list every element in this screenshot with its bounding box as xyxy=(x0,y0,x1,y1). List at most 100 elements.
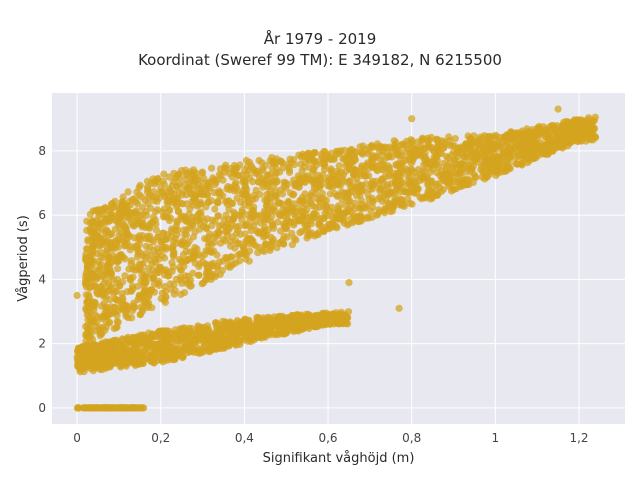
y-tick-label: 6 xyxy=(38,208,46,222)
data-point xyxy=(491,168,499,176)
data-point xyxy=(244,316,252,324)
data-point xyxy=(221,164,229,172)
data-point xyxy=(554,105,562,113)
data-point xyxy=(246,222,254,231)
data-point xyxy=(256,229,264,237)
data-point xyxy=(344,191,352,199)
data-point xyxy=(129,339,137,347)
data-point xyxy=(153,206,161,214)
data-point xyxy=(112,236,120,244)
data-point xyxy=(136,191,144,199)
data-point xyxy=(432,153,440,161)
data-point xyxy=(125,265,133,273)
data-point xyxy=(181,231,189,239)
data-point xyxy=(278,159,286,167)
data-point xyxy=(282,329,290,337)
data-point xyxy=(111,225,119,233)
data-point xyxy=(232,330,240,338)
data-point xyxy=(98,205,107,213)
data-point xyxy=(289,191,297,199)
data-point xyxy=(128,195,137,204)
data-point xyxy=(381,209,389,217)
data-point xyxy=(357,185,365,193)
data-point xyxy=(339,314,347,322)
data-point xyxy=(344,153,352,161)
data-point xyxy=(363,161,371,169)
data-point xyxy=(395,195,403,203)
data-point xyxy=(462,140,470,148)
data-point xyxy=(471,173,479,181)
data-point xyxy=(232,179,240,187)
data-point xyxy=(98,313,106,321)
data-point xyxy=(102,363,110,371)
data-point xyxy=(224,262,232,270)
data-point xyxy=(298,167,306,175)
x-tick-label: 1,2 xyxy=(569,431,588,445)
data-point xyxy=(170,169,178,177)
data-point xyxy=(580,131,588,139)
data-point xyxy=(300,324,309,332)
data-point xyxy=(159,358,167,366)
data-point xyxy=(395,304,403,312)
data-point xyxy=(222,211,230,219)
data-point xyxy=(169,199,177,207)
data-point xyxy=(284,160,292,168)
data-point xyxy=(390,144,398,152)
data-point xyxy=(561,130,569,138)
data-point xyxy=(373,162,381,171)
data-point xyxy=(118,335,126,343)
data-point xyxy=(247,161,255,170)
data-point xyxy=(432,135,441,143)
data-point xyxy=(228,253,236,261)
data-point xyxy=(102,307,110,315)
data-point xyxy=(268,177,276,185)
x-axis-ticks: 0 0,2 0,4 0,6 0,8 1 1,2 xyxy=(73,431,588,445)
data-point xyxy=(207,247,215,255)
data-point xyxy=(161,191,169,199)
data-point xyxy=(214,329,222,337)
data-point xyxy=(451,169,459,177)
data-point xyxy=(85,293,93,301)
data-point xyxy=(105,269,114,277)
data-point xyxy=(126,201,134,209)
data-point xyxy=(304,225,312,233)
data-point xyxy=(209,174,217,182)
data-point xyxy=(112,350,120,358)
data-point xyxy=(217,239,225,247)
data-point xyxy=(528,133,536,141)
data-point xyxy=(93,342,101,350)
data-point xyxy=(112,217,120,225)
data-point xyxy=(442,165,450,173)
data-point xyxy=(292,208,300,216)
data-point xyxy=(268,212,276,220)
data-point xyxy=(531,146,539,154)
data-point xyxy=(171,235,179,243)
data-point xyxy=(506,147,514,156)
data-point xyxy=(122,242,130,250)
data-point xyxy=(385,172,393,180)
data-point xyxy=(152,226,160,234)
data-point xyxy=(124,188,132,196)
data-point xyxy=(214,228,222,236)
data-point xyxy=(165,207,173,215)
data-point xyxy=(489,152,497,160)
data-point xyxy=(142,242,150,250)
data-point xyxy=(137,352,145,360)
data-point xyxy=(335,213,343,221)
data-point xyxy=(251,195,260,203)
data-point xyxy=(566,138,574,146)
data-point xyxy=(154,328,162,336)
data-point xyxy=(95,357,103,365)
data-point xyxy=(94,227,102,235)
data-point xyxy=(150,197,158,205)
data-point xyxy=(395,170,403,178)
data-point xyxy=(213,338,221,346)
data-point xyxy=(428,189,436,197)
data-point xyxy=(143,188,151,196)
data-point xyxy=(168,245,176,253)
data-point xyxy=(301,210,309,218)
data-point xyxy=(347,202,355,210)
data-point xyxy=(310,165,318,173)
data-point xyxy=(232,165,240,173)
data-point xyxy=(97,260,105,268)
